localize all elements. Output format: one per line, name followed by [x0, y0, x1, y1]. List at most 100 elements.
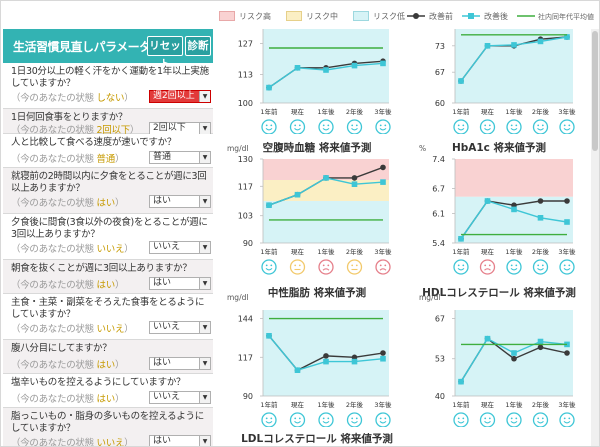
answer-select[interactable]: 週2回以上 ▼	[149, 90, 211, 103]
reset-button[interactable]: リセット	[147, 36, 183, 70]
forecast-chart: 中性脂肪 将来値予測 mg/dl 90 117 144 1年前 現在 1年後 2年後 3年後	[227, 286, 392, 427]
legend-risk-high-label: リスク高	[239, 12, 271, 21]
y-tick-label: 103	[238, 212, 253, 221]
answer-select[interactable]: 普通 ▼	[149, 151, 211, 164]
chart-title: 中性脂肪 将来値予測	[268, 286, 366, 299]
current-state-value: しない	[96, 93, 125, 104]
answer-select-value: はい	[153, 196, 172, 206]
chart-unit: mg/dl	[419, 293, 440, 302]
question-text: 夕食後に間食(3食以外の夜食)をとることが週に3回以上ありますか？	[11, 217, 208, 240]
question-text: 脂っこいもの・脂身の多いものを控えるようにしていますか？	[11, 411, 204, 434]
answer-select[interactable]: いいえ ▼	[149, 391, 211, 404]
scrollbar-thumb[interactable]	[592, 31, 598, 151]
answer-select[interactable]: はい ▼	[149, 435, 211, 446]
scrollbar-track[interactable]	[591, 29, 599, 446]
after-point	[351, 181, 358, 187]
current-state-value: 普通	[96, 154, 116, 165]
question-row: 夕食後に間食(3食以外の夜食)をとることが週に3回以上ありますか？ （今のあなたの…	[3, 214, 213, 260]
forecast-chart: LDLコレステロール 将来値予測	[241, 432, 393, 445]
question-text: 主食・主菜・副菜をそろえた食事をとるようにしていますか？	[11, 297, 205, 320]
x-tick-label: 2年後	[346, 107, 364, 116]
chevron-down-icon: ▼	[199, 91, 210, 102]
y-tick-label: 117	[238, 182, 253, 191]
y-tick-label: 60	[435, 99, 445, 108]
after-point	[511, 42, 517, 48]
smile-face-icon	[506, 259, 522, 275]
x-tick-label: 1年前	[260, 247, 278, 256]
smile-face-icon	[261, 119, 277, 134]
answer-select[interactable]: はい ▼	[149, 277, 211, 290]
chart-title: HbA1c 将来値予測	[452, 141, 546, 154]
current-state-value: いいえ	[96, 438, 125, 447]
sad-face-icon	[318, 259, 334, 275]
forecast-chart: 空腹時血糖 将来値予測 mg/dl 90 103 117 130 1年前 現在 1年後 2年後 3年…	[227, 141, 392, 275]
before-point	[323, 353, 329, 359]
y-tick-label: 127	[238, 40, 253, 49]
risk-band	[455, 29, 573, 103]
answer-select[interactable]: はい ▼	[149, 195, 211, 208]
question-row: 脂っこいもの・脂身の多いものを控えるようにしていますか？ （今のあなたの状態 いい…	[3, 408, 213, 447]
smile-face-icon	[506, 119, 522, 134]
current-state: （今のあなたの状態 はい）	[11, 195, 124, 209]
x-tick-label: 現在	[481, 247, 495, 256]
answer-select[interactable]: いいえ ▼	[149, 321, 211, 334]
smile-face-icon	[453, 412, 469, 427]
current-state-suffix: ）	[124, 324, 134, 335]
question-row: 腹八分目にしてますか？ （今のあなたの状態 はい） はい ▼	[3, 340, 213, 374]
smile-face-icon	[289, 119, 306, 134]
y-tick-label: 73	[435, 42, 445, 51]
after-point	[351, 62, 358, 69]
before-point	[564, 198, 570, 204]
current-state-prefix: （今のあなたの状態	[11, 394, 94, 405]
chevron-down-icon: ▼	[199, 278, 210, 289]
question-row: 塩辛いものを控えるようにしていますか？ （今のあなたの状態 はい） いいえ ▼	[3, 374, 213, 408]
answer-select[interactable]: いいえ ▼	[149, 241, 211, 254]
after-point	[484, 198, 491, 204]
smile-face-icon	[453, 119, 469, 134]
legend-before-line-icon	[407, 13, 425, 19]
answer-select-value: 2回以下	[153, 123, 186, 133]
current-state: （今のあなたの状態 はい）	[11, 277, 124, 291]
x-tick-label: 現在	[481, 107, 495, 116]
current-state: （今のあなたの状態 はい）	[11, 391, 124, 405]
chart-unit: mg/dl	[227, 293, 248, 302]
smile-face-icon	[479, 412, 496, 427]
chart-title: HDLコレステロール 将来値予測	[422, 286, 576, 299]
x-tick-label: 3年後	[558, 247, 576, 256]
answer-select-value: はい	[153, 436, 172, 446]
forecast-chart: 100 113 127 1年前 現在 1年後 2年後 3年後	[238, 29, 392, 134]
after-point	[266, 202, 272, 208]
answer-select-value: いいえ	[153, 242, 181, 252]
answer-select-value: 週2回以上	[153, 91, 195, 101]
answer-select[interactable]: はい ▼	[149, 357, 211, 370]
neutral-face-icon	[346, 259, 363, 275]
legend-risk-low-swatch	[353, 11, 369, 21]
after-point	[380, 355, 386, 362]
smile-face-icon	[318, 119, 334, 134]
after-point	[323, 358, 329, 365]
chevron-down-icon: ▼	[199, 322, 210, 333]
smile-face-icon	[559, 412, 575, 427]
after-point	[294, 65, 301, 71]
current-state-suffix: ）	[124, 438, 134, 447]
legend-before-label: 改善前	[429, 12, 453, 21]
y-tick-label: 100	[238, 99, 253, 108]
diagnose-button[interactable]: 診断	[185, 36, 211, 56]
sad-face-icon	[375, 259, 391, 275]
risk-band	[455, 159, 573, 197]
x-tick-label: 3年後	[374, 247, 392, 256]
y-tick-label: 90	[243, 392, 253, 401]
question-row: 1日何回食事をとりますか？ （今のあなたの状態 2回以下） 2回以下 ▼	[3, 109, 213, 136]
x-tick-label: 2年後	[346, 247, 364, 256]
after-point	[511, 206, 517, 213]
smile-face-icon	[532, 412, 549, 427]
current-state-prefix: （今のあなたの状態	[11, 125, 94, 136]
chevron-down-icon: ▼	[199, 196, 210, 207]
current-state: （今のあなたの状態 しない）	[11, 90, 134, 104]
current-state: （今のあなたの状態 いいえ）	[11, 321, 134, 335]
after-point	[294, 367, 301, 373]
x-tick-label: 2年後	[532, 400, 550, 409]
answer-select-value: 普通	[153, 152, 172, 162]
after-point	[511, 350, 517, 356]
after-point	[458, 236, 464, 242]
